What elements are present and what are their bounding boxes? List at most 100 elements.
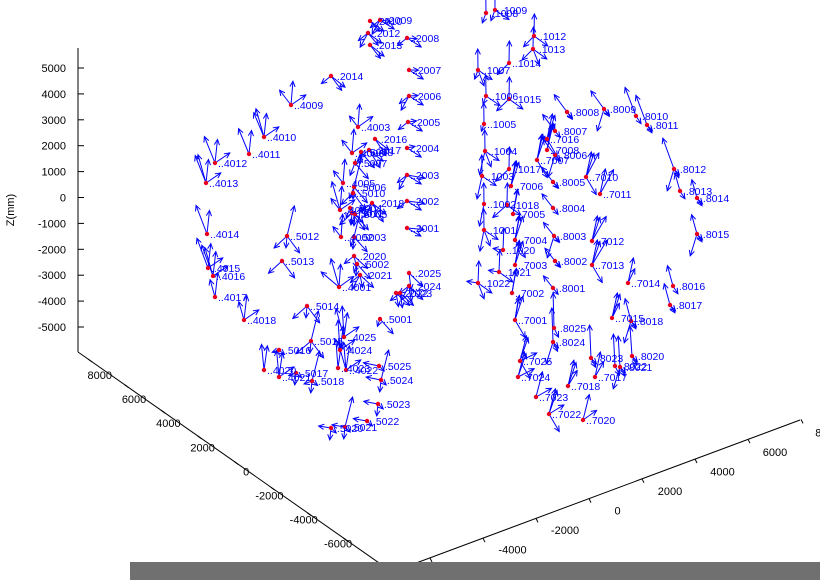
vector-arrowhead (380, 149, 387, 157)
vector-arrowhead (521, 54, 528, 61)
displacement-vector (343, 312, 348, 338)
vector-arrowhead (496, 68, 504, 76)
vector-arrowhead (371, 28, 378, 36)
data-point (644, 122, 650, 128)
point-label: ..4003 (361, 122, 390, 134)
vector-arrowhead (541, 40, 549, 47)
vector-arrowhead (361, 245, 368, 253)
point-label: ..2010 (373, 16, 402, 28)
data-point (551, 325, 557, 331)
data-point (351, 234, 357, 240)
displacement-vector (514, 240, 520, 266)
vector-arrowhead (495, 104, 503, 112)
displacement-vector (330, 75, 346, 88)
displacement-vector (205, 172, 222, 184)
point-label: ..2006 (412, 91, 441, 103)
displacement-vector (666, 168, 675, 191)
vector-arrowhead (593, 151, 600, 160)
point-label: ..5018 (315, 376, 344, 388)
vector-arrowhead (374, 52, 382, 60)
displacement-vector (354, 162, 369, 179)
data-point (308, 338, 314, 344)
data-point (405, 119, 411, 125)
displacement-vector (337, 343, 342, 369)
data-point (352, 211, 358, 217)
z-tick-label: 2000 (42, 141, 66, 153)
displacement-vector (363, 362, 380, 367)
displacement-vector (339, 186, 343, 211)
displacement-vector (406, 37, 422, 48)
data-point (589, 238, 595, 244)
displacement-vector (330, 258, 340, 288)
point-label: ..5010 (356, 188, 385, 200)
vector-arrowhead (522, 40, 530, 48)
vector-arrowhead (665, 264, 672, 272)
vector-arrowhead (485, 287, 493, 294)
data-point (552, 128, 558, 134)
data-point (694, 231, 700, 237)
data-point (512, 237, 518, 243)
vector-arrowhead (622, 336, 629, 344)
vector-arrowhead (352, 326, 360, 333)
vector-arrowhead (374, 161, 381, 169)
data-point (609, 315, 615, 321)
vector-arrowhead (204, 158, 211, 166)
vector-arrowhead (254, 107, 261, 115)
y-tick-mark (233, 460, 239, 465)
vector-arrowhead (366, 115, 374, 123)
displacement-vector (379, 19, 395, 30)
displacement-vector (407, 121, 423, 132)
vector-arrowhead (679, 192, 686, 200)
vector-arrowhead (278, 89, 286, 97)
displacement-vector (492, 204, 508, 218)
data-point (530, 46, 536, 52)
displacement-vector (248, 130, 252, 155)
vector-arrowhead (214, 271, 221, 279)
displacement-vector (367, 32, 379, 46)
point-label: ..2022 (399, 288, 428, 300)
vector-arrowhead (320, 77, 328, 85)
displacement-vector (542, 114, 556, 132)
vector-arrowhead (357, 216, 364, 224)
point-label: ..1017 (512, 164, 541, 176)
vector-arrowhead (357, 155, 364, 163)
displacement-vector (548, 390, 558, 415)
data-point (404, 225, 410, 231)
displacement-vector (494, 9, 510, 20)
vector-arrowhead (362, 360, 370, 367)
point-label: ..8002 (558, 256, 587, 268)
displacement-vector (357, 104, 361, 128)
data-point (496, 269, 502, 275)
displacement-vector (484, 150, 492, 167)
point-label: ..8011 (650, 120, 679, 132)
displacement-vector (243, 309, 260, 321)
x-tick-label: 6000 (763, 447, 787, 459)
vector-arrowhead (364, 272, 371, 280)
displacement-vector (477, 69, 485, 86)
displacement-vector (510, 161, 516, 187)
data-point (506, 60, 512, 66)
vector-arrowhead (550, 114, 557, 122)
data-point (404, 35, 410, 41)
data-point (671, 166, 677, 172)
vector-arrowhead (344, 426, 352, 433)
displacement-vector (479, 203, 485, 227)
vector-arrowhead (367, 281, 375, 289)
displacement-vector (353, 186, 368, 203)
vector-arrowhead (383, 144, 390, 151)
data-point (355, 124, 361, 130)
displacement-vector (359, 274, 374, 288)
displacement-vector (536, 134, 543, 161)
y-tick-label: 2000 (190, 442, 214, 454)
vector-arrowhead (540, 166, 548, 174)
displacement-vector (310, 310, 319, 342)
point-label: ..5014 (310, 301, 339, 313)
displacement-vector (339, 339, 356, 351)
displacement-vector (406, 174, 425, 179)
vector-arrowhead (492, 246, 500, 253)
vector-arrowhead (553, 93, 560, 101)
vector-arrowhead (287, 370, 295, 377)
vector-arrowhead (590, 409, 598, 416)
data-point (304, 303, 310, 309)
displacement-vector (196, 238, 209, 269)
